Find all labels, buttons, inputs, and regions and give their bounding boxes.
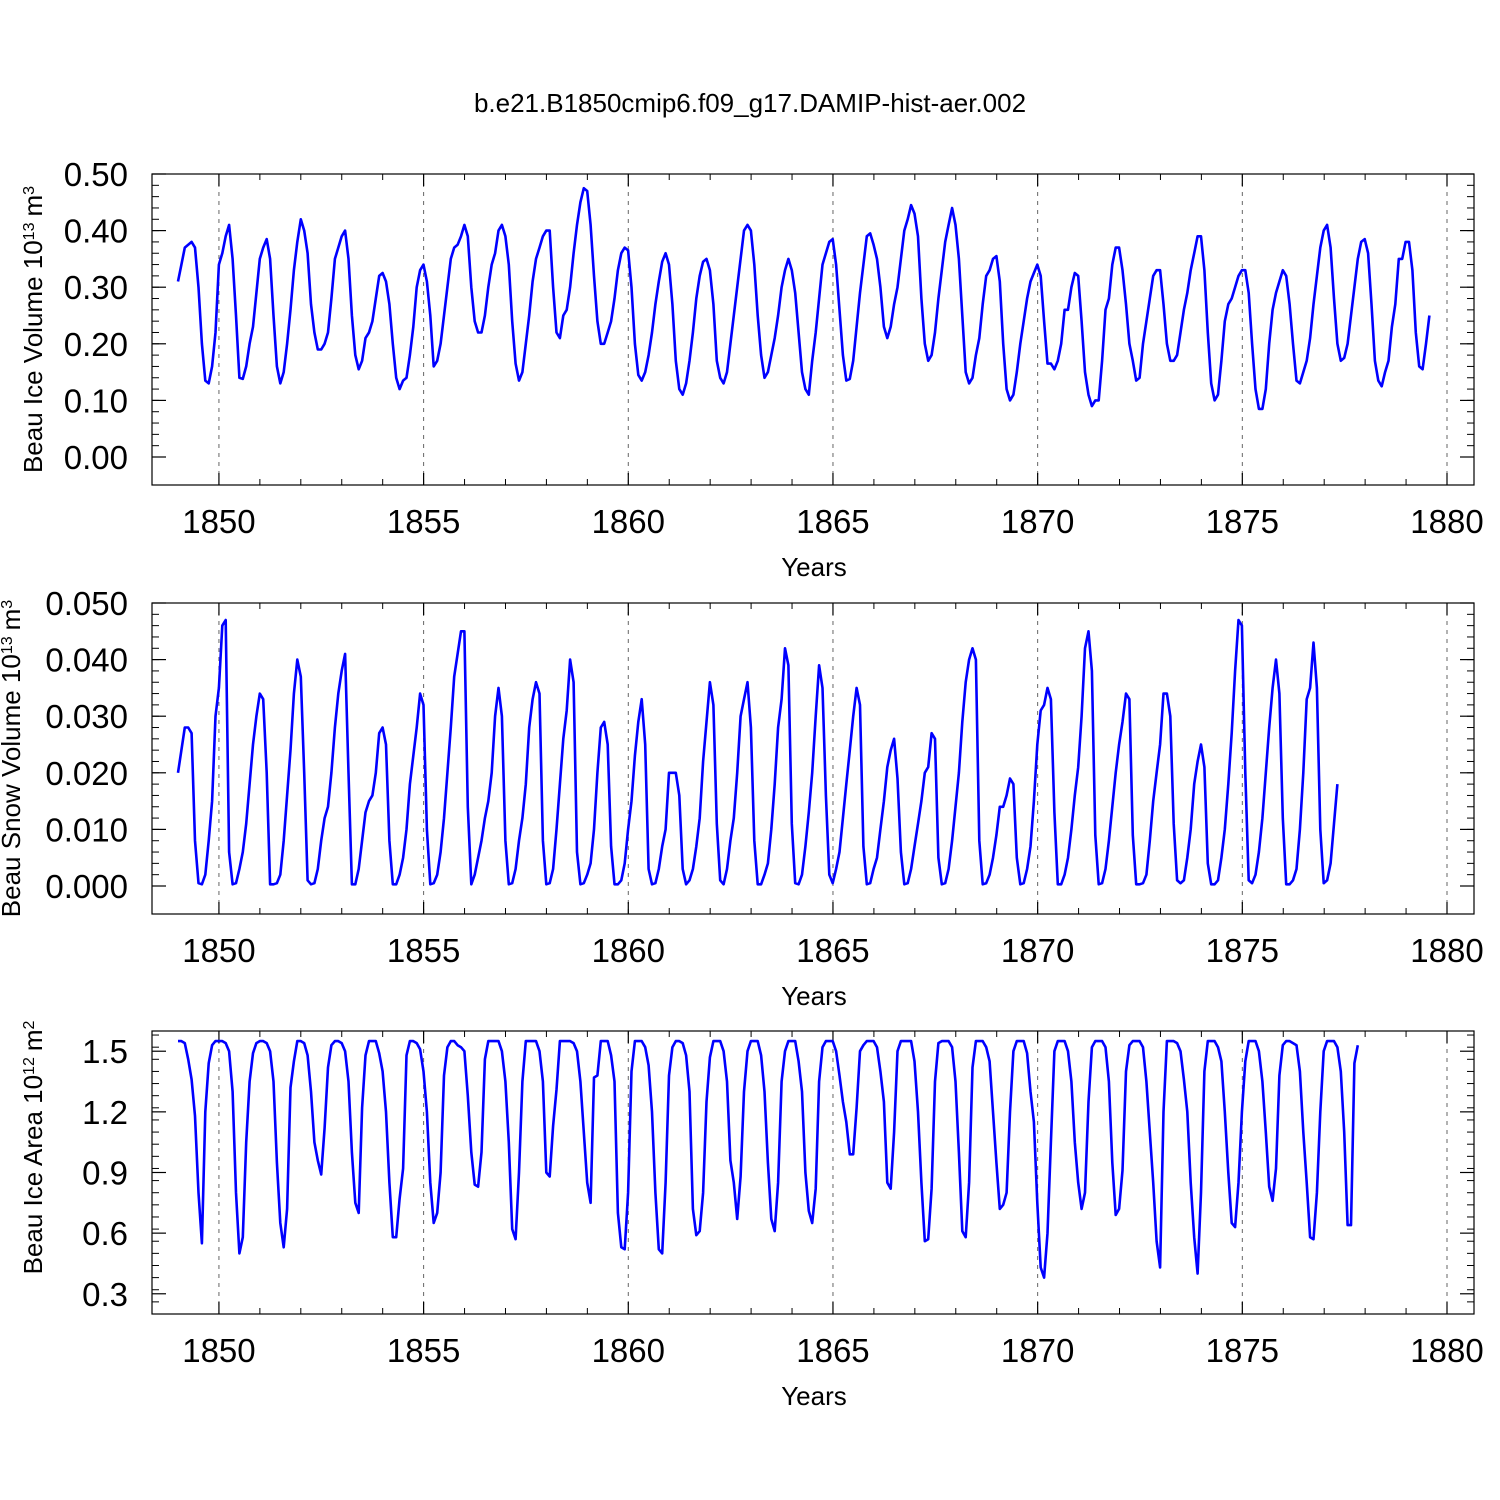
x-tick-label: 1870 [1001,1332,1074,1369]
y-tick-label: 0.020 [45,755,128,792]
y-tick-label: 0.40 [64,213,128,250]
x-axis-title: Years [781,981,847,1011]
x-tick-label: 1855 [387,932,460,969]
y-tick-label: 0.030 [45,698,128,735]
y-tick-label: 0.6 [82,1215,128,1252]
x-tick-label: 1875 [1206,932,1279,969]
y-tick-label: 0.9 [82,1155,128,1192]
x-tick-label: 1880 [1410,1332,1483,1369]
x-axis-title: Years [781,1381,847,1411]
x-tick-label: 1850 [182,1332,255,1369]
x-tick-label: 1865 [796,932,869,969]
x-tick-label: 1870 [1001,932,1074,969]
y-tick-label: 0.010 [45,811,128,848]
panel-1: 1850 1855 1860 1865 1870 1875 1880 0.00 0.10 0.20… [18,156,1484,582]
x-tick-label: 1855 [387,1332,460,1369]
x-tick-label: 1860 [592,1332,665,1369]
plot-frame [151,602,1475,915]
y-tick-label: 0.50 [64,156,128,193]
plot-frame [151,173,1475,486]
figure-title: b.e21.B1850cmip6.f09_g17.DAMIP-hist-aer.… [474,88,1026,118]
x-tick-label: 1865 [796,1332,869,1369]
series-line [176,618,1339,886]
y-axis-title: Beau Ice Volume 1013m3 [18,186,48,473]
y-tick-label: 0.10 [64,382,128,419]
y-tick-label: 0.00 [64,439,128,476]
y-axis-title: Beau Ice Area 1012m2 [18,1020,48,1274]
x-tick-label: 1850 [182,932,255,969]
panel-2: 1850 1855 1860 1865 1870 1875 1880 0.000 0.010 0.… [0,585,1484,1011]
y-tick-label: 0.040 [45,642,128,679]
x-tick-label: 1880 [1410,932,1483,969]
y-tick-label: 0.20 [64,326,128,363]
x-tick-label: 1870 [1001,503,1074,540]
y-tick-label: 0.3 [82,1276,128,1313]
x-tick-label: 1865 [796,503,869,540]
panel-3: 1850 1855 1860 1865 1870 1875 1880 0.3 0.6 0.9 1.2… [18,1020,1484,1411]
y-tick-label: 0.30 [64,269,128,306]
series-line [178,1039,1360,1279]
x-tick-label: 1860 [592,503,665,540]
y-tick-label: 0.000 [45,868,128,905]
x-tick-label: 1860 [592,932,665,969]
series-line [176,186,1431,411]
x-tick-label: 1855 [387,503,460,540]
panels-group: 1850 1855 1860 1865 1870 1875 1880 0.00 0.10 0.20… [0,156,1484,1411]
x-tick-label: 1875 [1206,1332,1279,1369]
x-tick-label: 1880 [1410,503,1483,540]
y-tick-label: 1.2 [82,1094,128,1131]
y-tick-label: 0.050 [45,585,128,622]
x-tick-label: 1850 [182,503,255,540]
x-axis-title: Years [781,552,847,582]
x-tick-label: 1875 [1206,503,1279,540]
y-axis-title: Beau Snow Volume 1013m3 [0,600,26,918]
y-tick-label: 1.5 [82,1033,128,1070]
